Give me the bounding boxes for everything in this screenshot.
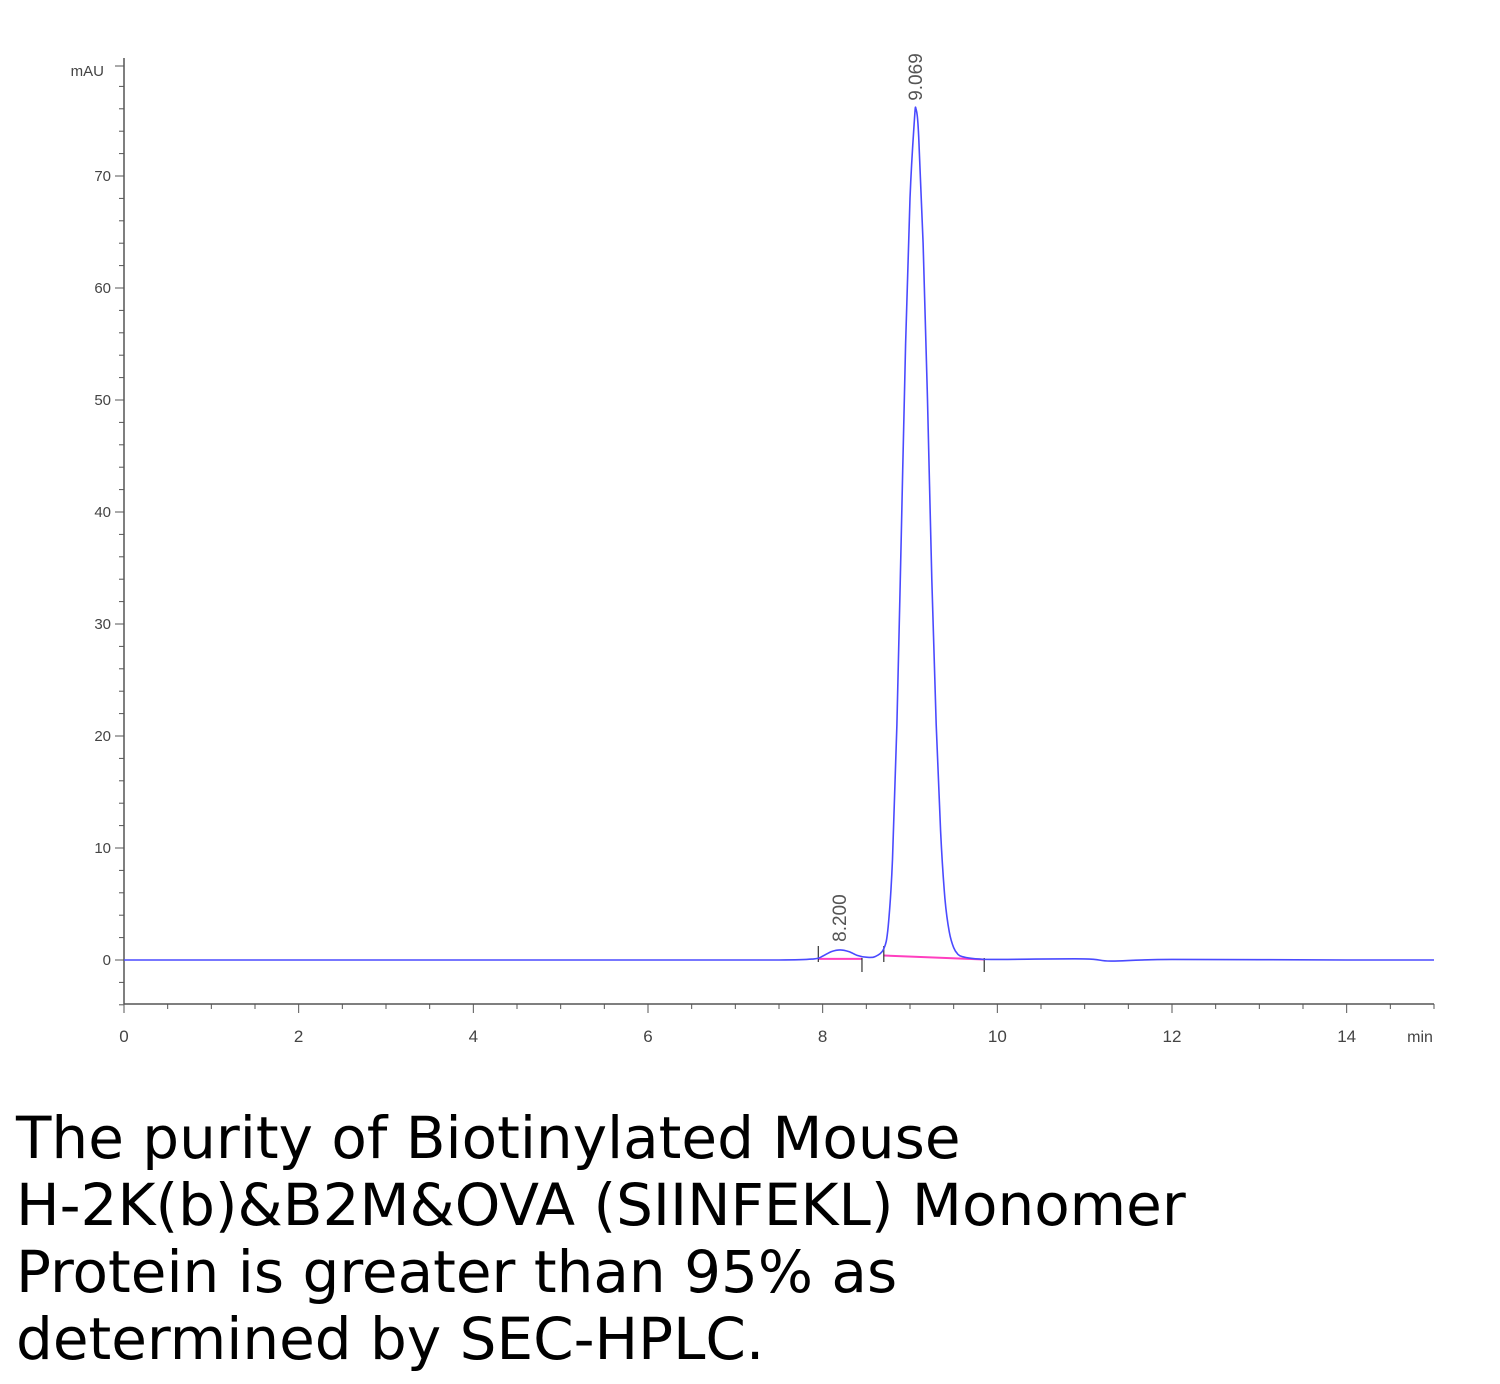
x-tick-label: 14	[1337, 1027, 1356, 1046]
figure-caption: The purity of Biotinylated Mouse H-2K(b)…	[16, 1105, 1416, 1373]
y-tick-label: 10	[94, 840, 111, 857]
x-tick-label: 6	[643, 1027, 652, 1046]
y-tick-label: 40	[94, 504, 111, 521]
y-axis-label: mAU	[71, 63, 104, 80]
chart-axes	[123, 58, 1434, 1005]
x-tick-label: 4	[469, 1027, 478, 1046]
caption-line: H-2K(b)&B2M&OVA (SIINFEKL) Monomer	[16, 1171, 1186, 1239]
caption-line: Protein is greater than 95% as	[16, 1238, 898, 1306]
peak-label: 8.200	[830, 894, 851, 942]
peak-label: 9.069	[906, 53, 927, 101]
signal-trace	[124, 106, 1435, 962]
y-tick-label: 30	[94, 616, 111, 633]
chart-ticks: 0 10 20 30 40 50 60 70 0 2 4 6 8 10 12 14	[94, 65, 1435, 1046]
caption-line: The purity of Biotinylated Mouse	[16, 1104, 961, 1172]
chart-marks: 8.200 9.069	[124, 53, 1435, 972]
y-tick-label: 20	[94, 728, 111, 745]
x-tick-label: 12	[1163, 1027, 1182, 1046]
x-tick-label: 0	[119, 1027, 128, 1046]
x-tick-label: 8	[818, 1027, 827, 1046]
y-tick-label: 0	[103, 952, 111, 969]
integration-baseline	[883, 954, 985, 961]
y-tick-label: 50	[94, 392, 111, 409]
chromatogram-chart: 0 10 20 30 40 50 60 70 0 2 4 6 8 10 12 14 8.200 9.069 mA…	[71, 53, 1435, 1046]
x-tick-label: 2	[294, 1027, 303, 1046]
x-axis-label: min	[1407, 1029, 1433, 1046]
y-tick-label: 60	[94, 280, 111, 297]
x-tick-label: 10	[988, 1027, 1007, 1046]
caption-line: determined by SEC-HPLC.	[16, 1305, 765, 1373]
y-tick-label: 70	[94, 168, 111, 185]
